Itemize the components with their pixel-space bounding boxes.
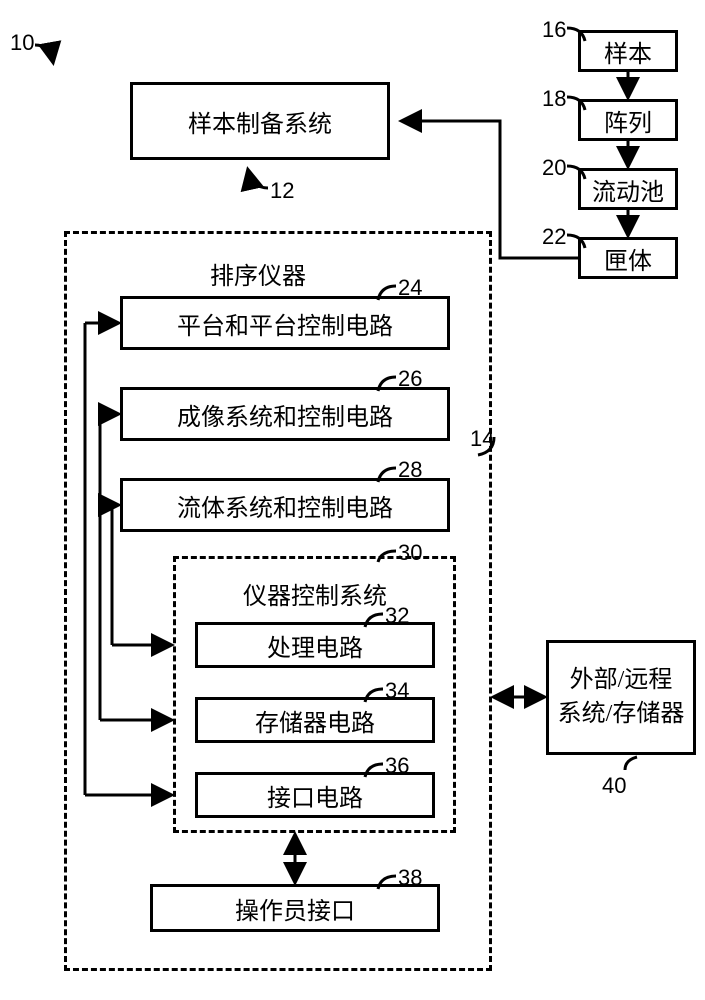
ref-20: 20 xyxy=(542,155,566,181)
ref-32: 32 xyxy=(385,603,409,629)
ref-38: 38 xyxy=(398,865,422,891)
ref-40: 40 xyxy=(602,773,626,799)
operator-box: 操作员接口 xyxy=(150,884,440,932)
imaging-box: 成像系统和控制电路 xyxy=(120,387,450,441)
ref-16: 16 xyxy=(542,17,566,43)
fluid-label: 流体系统和控制电路 xyxy=(177,488,393,523)
ics-title: 仪器控制系统 xyxy=(243,576,387,611)
operator-label: 操作员接口 xyxy=(235,891,355,926)
ref-14: 14 xyxy=(470,426,494,452)
array-label: 阵列 xyxy=(604,103,652,138)
fluid-box: 流体系统和控制电路 xyxy=(120,478,450,532)
platform-box: 平台和平台控制电路 xyxy=(120,296,450,350)
ref12-hook xyxy=(248,170,268,188)
flowcell-box: 流动池 xyxy=(578,168,678,210)
external-label: 外部/远程 系统/存储器 xyxy=(558,664,685,731)
array-box: 阵列 xyxy=(578,99,678,141)
sample-prep-box: 样本制备系统 xyxy=(130,82,390,160)
processing-label: 处理电路 xyxy=(267,628,363,663)
ref10-hook xyxy=(35,45,53,62)
ref-22: 22 xyxy=(542,224,566,250)
ref-12: 12 xyxy=(270,178,294,204)
ref-18: 18 xyxy=(542,86,566,112)
sample-prep-label: 样本制备系统 xyxy=(188,104,332,139)
cartridge-label: 匣体 xyxy=(604,241,652,276)
flowcell-label: 流动池 xyxy=(592,172,664,207)
ref-30: 30 xyxy=(398,540,422,566)
cartridge-box: 匣体 xyxy=(578,237,678,279)
sample-box: 样本 xyxy=(578,30,678,72)
memory-label: 存储器电路 xyxy=(255,703,375,738)
ref-26: 26 xyxy=(398,366,422,392)
sample-label: 样本 xyxy=(604,34,652,69)
ref-28: 28 xyxy=(398,457,422,483)
external-box: 外部/远程 系统/存储器 xyxy=(546,640,696,755)
imaging-label: 成像系统和控制电路 xyxy=(177,397,393,432)
ref-34: 34 xyxy=(385,678,409,704)
ref40-hook xyxy=(625,757,637,770)
platform-label: 平台和平台控制电路 xyxy=(177,306,393,341)
ref-36: 36 xyxy=(385,753,409,779)
interface-label: 接口电路 xyxy=(267,778,363,813)
sequencer-title: 排序仪器 xyxy=(210,256,306,291)
ref-24: 24 xyxy=(398,275,422,301)
diagram-canvas: 样本制备系统 样本 阵列 流动池 匣体 排序仪器 平台和平台控制电路 成像系统和… xyxy=(0,0,705,1000)
ref-10: 10 xyxy=(10,30,34,56)
